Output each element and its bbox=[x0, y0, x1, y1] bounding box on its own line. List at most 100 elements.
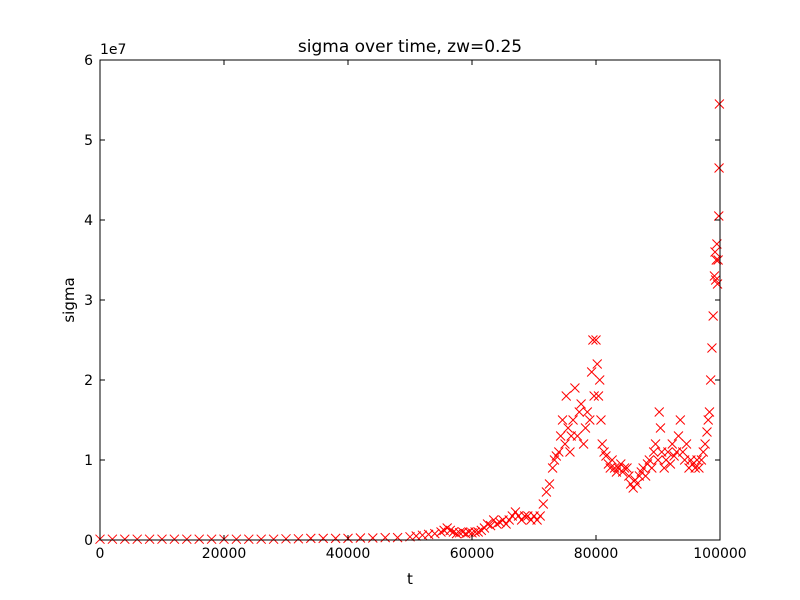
data-point bbox=[504, 515, 515, 525]
data-point bbox=[330, 533, 341, 544]
data-point bbox=[572, 431, 583, 441]
data-point bbox=[535, 511, 546, 521]
data-point bbox=[690, 463, 701, 473]
data-point bbox=[557, 415, 568, 425]
data-point bbox=[570, 383, 580, 393]
data-point bbox=[659, 463, 670, 473]
data-point bbox=[392, 532, 403, 543]
data-point bbox=[622, 463, 632, 473]
data-point bbox=[473, 527, 484, 537]
data-point bbox=[601, 451, 611, 461]
data-point bbox=[436, 527, 446, 537]
data-point bbox=[665, 459, 676, 469]
data-point bbox=[501, 519, 511, 529]
data-point bbox=[563, 423, 573, 433]
data-point bbox=[584, 415, 595, 425]
data-point bbox=[580, 423, 591, 433]
data-point bbox=[703, 415, 714, 425]
data-point bbox=[532, 515, 542, 525]
data-point bbox=[541, 487, 552, 497]
x-tick-label: 40000 bbox=[326, 546, 371, 562]
data-point bbox=[712, 279, 723, 289]
data-point bbox=[597, 439, 608, 449]
data-point bbox=[588, 335, 598, 345]
data-point bbox=[568, 415, 578, 425]
data-point bbox=[702, 427, 712, 437]
data-point bbox=[594, 375, 605, 385]
data-point bbox=[510, 507, 521, 517]
y-multiplier-label: 1e7 bbox=[100, 42, 126, 58]
y-tick-label: 5 bbox=[84, 133, 93, 149]
data-point bbox=[488, 515, 499, 525]
data-point bbox=[578, 439, 589, 449]
data-point bbox=[305, 533, 316, 544]
data-point bbox=[256, 534, 267, 545]
data-point bbox=[648, 447, 659, 457]
chart-title: sigma over time, zw=0.25 bbox=[298, 37, 522, 57]
data-point bbox=[700, 439, 710, 449]
data-point bbox=[268, 534, 279, 545]
data-point bbox=[367, 533, 378, 543]
data-point bbox=[574, 407, 585, 417]
data-point bbox=[708, 311, 719, 321]
data-point bbox=[555, 431, 566, 441]
y-tick-label: 1 bbox=[84, 453, 93, 469]
data-point bbox=[654, 407, 665, 417]
data-point bbox=[714, 163, 724, 173]
data-point bbox=[355, 533, 366, 543]
y-tick-label: 3 bbox=[84, 293, 93, 309]
data-point bbox=[429, 528, 440, 539]
data-point bbox=[709, 271, 720, 281]
data-point bbox=[711, 255, 722, 265]
data-point bbox=[194, 534, 205, 545]
data-point bbox=[655, 423, 666, 433]
data-point bbox=[231, 534, 242, 545]
data-point bbox=[544, 479, 555, 489]
data-point bbox=[553, 447, 564, 457]
data-point bbox=[479, 523, 490, 533]
data-point bbox=[696, 455, 707, 465]
data-point bbox=[547, 463, 558, 473]
data-point bbox=[673, 431, 684, 441]
data-point bbox=[485, 520, 496, 531]
x-tick-label: 0 bbox=[96, 546, 105, 562]
data-point bbox=[663, 447, 673, 457]
data-point bbox=[119, 534, 130, 545]
x-tick-label: 80000 bbox=[574, 546, 619, 562]
data-point bbox=[132, 534, 143, 545]
data-point bbox=[707, 343, 717, 353]
y-tick-label: 2 bbox=[84, 373, 93, 389]
data-point bbox=[710, 247, 720, 257]
data-point bbox=[281, 533, 291, 544]
data-point bbox=[624, 471, 634, 481]
data-point bbox=[169, 534, 180, 545]
data-point bbox=[586, 367, 597, 377]
data-point bbox=[714, 99, 725, 109]
x-axis-label: t bbox=[407, 570, 413, 588]
data-point bbox=[592, 359, 603, 369]
data-point bbox=[293, 533, 304, 544]
data-point bbox=[561, 391, 572, 401]
data-point bbox=[650, 439, 661, 449]
data-point bbox=[576, 399, 586, 409]
data-point bbox=[491, 519, 502, 529]
x-tick-label: 60000 bbox=[450, 546, 495, 562]
y-tick-label: 6 bbox=[84, 53, 93, 69]
data-point bbox=[644, 455, 655, 465]
data-point bbox=[157, 534, 167, 545]
data-point bbox=[640, 471, 651, 481]
data-point bbox=[380, 532, 391, 543]
data-point bbox=[607, 455, 617, 465]
data-point bbox=[589, 391, 599, 401]
data-point bbox=[516, 515, 527, 525]
data-point bbox=[713, 211, 724, 221]
data-point bbox=[698, 447, 709, 457]
data-point bbox=[713, 255, 723, 265]
data-point bbox=[144, 534, 155, 545]
y-tick-label: 4 bbox=[84, 213, 93, 229]
data-point bbox=[667, 439, 678, 449]
data-points bbox=[95, 99, 725, 545]
data-point bbox=[565, 447, 575, 457]
data-point bbox=[243, 534, 254, 545]
